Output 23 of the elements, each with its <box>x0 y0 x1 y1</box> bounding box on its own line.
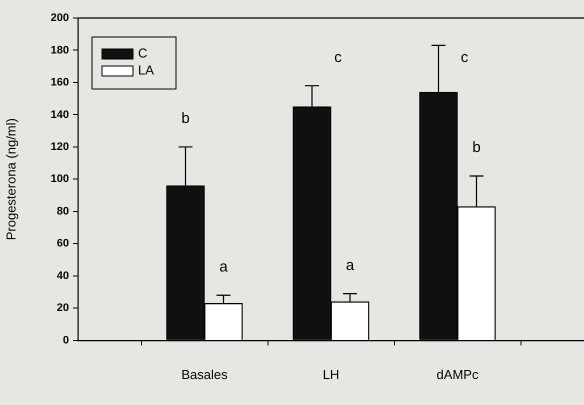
annotation: c <box>460 49 469 66</box>
x-tick-label: LH <box>322 366 340 382</box>
y-tick-label: 120 <box>50 140 69 153</box>
y-tick-label: 0 <box>62 334 69 346</box>
y-tick-label: 160 <box>50 76 69 89</box>
annotation: c <box>334 49 342 66</box>
annotation: b <box>181 110 190 128</box>
y-tick-label: 140 <box>50 108 69 121</box>
x-tick-label: dAMPc <box>436 366 479 382</box>
y-tick-label: 180 <box>50 44 69 56</box>
annotation: a <box>346 256 355 274</box>
legend-label: C <box>138 46 148 61</box>
x-tick-label: Basales <box>181 366 228 382</box>
y-tick-label: 60 <box>56 238 69 250</box>
y-tick-label: 200 <box>50 12 69 24</box>
annotation: b <box>472 139 481 156</box>
annotation: a <box>219 258 228 276</box>
y-tick-label: 20 <box>56 302 69 314</box>
legend-label: LA <box>138 62 154 78</box>
y-tick-label: 100 <box>50 173 69 186</box>
y-tick-label: 80 <box>56 205 69 218</box>
y-tick-label: 40 <box>56 270 69 282</box>
y-axis-title: Progesterona (ng/ml) <box>3 118 18 240</box>
